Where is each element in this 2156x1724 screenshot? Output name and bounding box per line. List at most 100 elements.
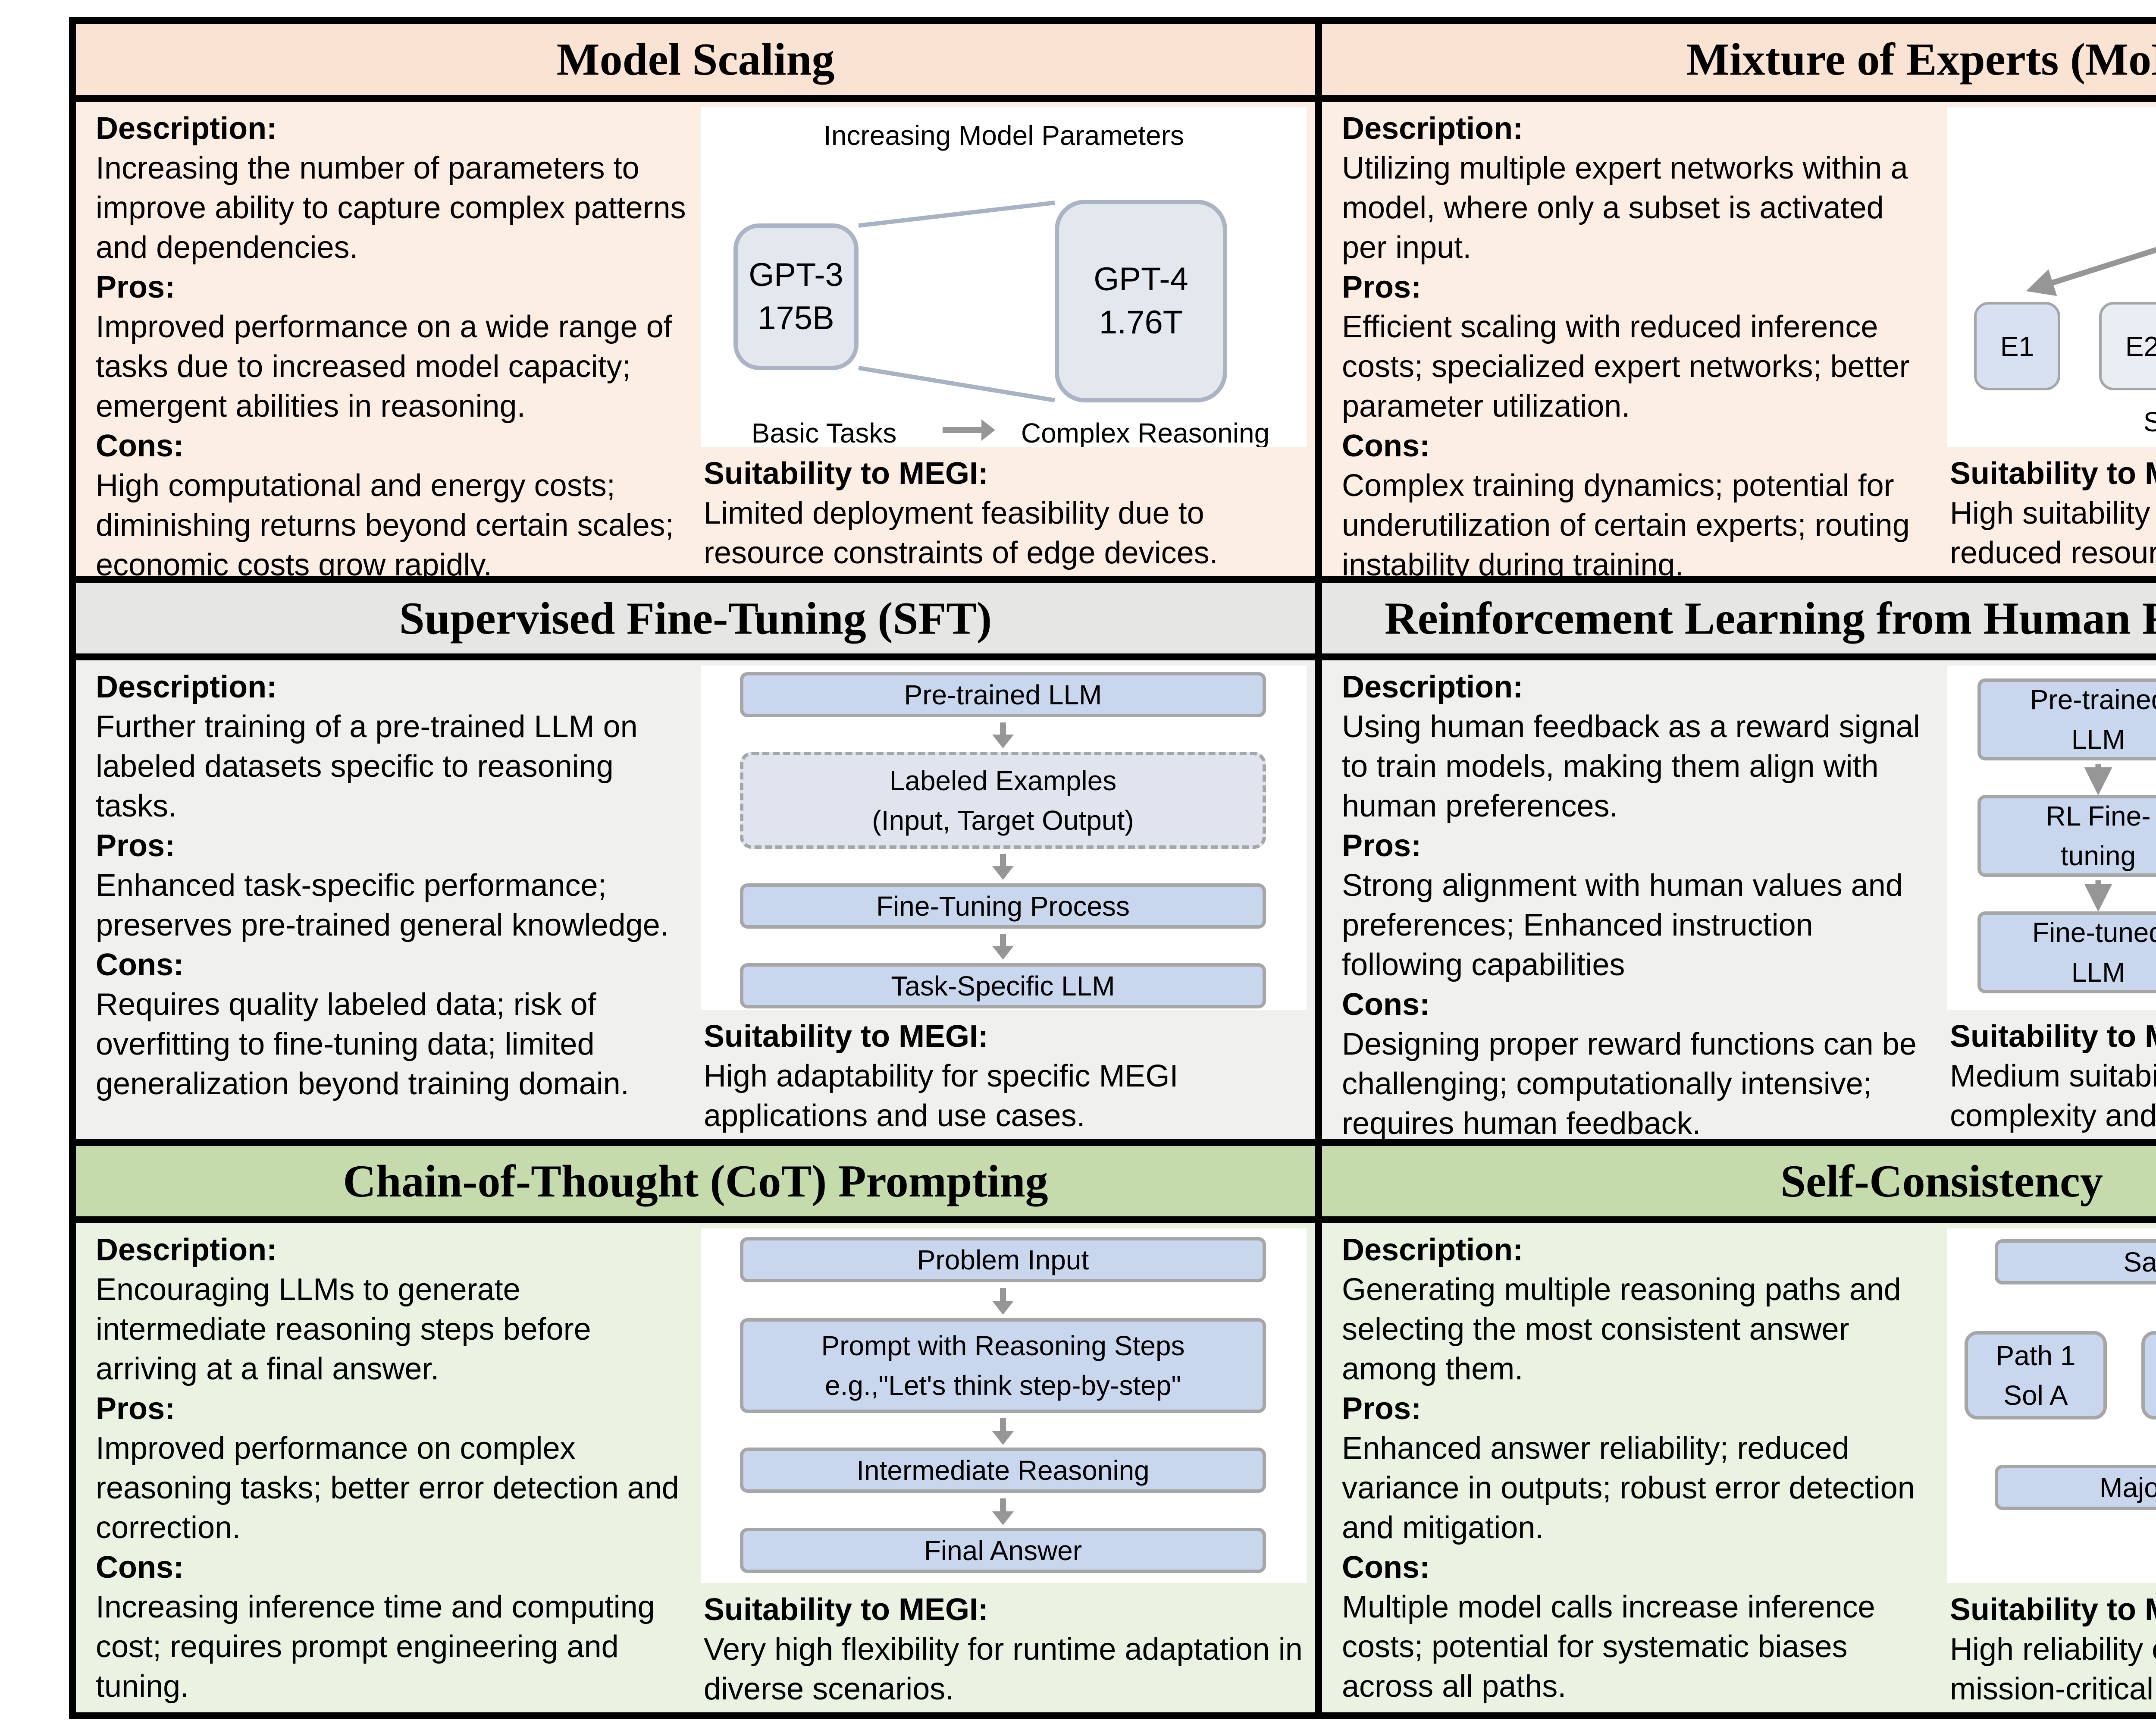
rl-fine-tuning-box: RL Fine- tuning [1977,795,2156,877]
panel-title: Mixture of Experts (MoE) [1686,34,2156,85]
panel-text-column: Description: Utilizing multiple expert n… [1322,102,1947,576]
suitability-label: Suitability to MEGI: [1950,1592,2156,1627]
box-label: tuning [2060,840,2136,871]
suitability-block: Suitability to MEGI: Very high flexibili… [701,1583,1315,1712]
cons-label: Cons: [96,1550,184,1585]
suitability-label: Suitability to MEGI: [704,456,988,491]
model-scaling-diagram: Increasing Model Parameters GPT-3 175B G… [701,107,1307,447]
box-label: Pre-trained LLM [904,679,1102,710]
panel-header-cot: Chain-of-Thought (CoT) Prompting [76,1146,1315,1216]
suitability-block: Suitability to MEGI: High adaptability f… [701,1010,1315,1139]
gpt4-name: GPT-4 [1094,261,1188,298]
suitability-text: High adaptability for specific MEGI appl… [704,1059,1178,1133]
labeled-examples-box: Labeled Examples (Input, Target Output) [740,752,1266,849]
suitability-text: High suitability for edge deployment wit… [1950,496,2156,570]
task-specific-llm-box: Task-Specific LLM [740,963,1266,1008]
prompt-reasoning-box: Prompt with Reasoning Steps e.g.,"Let's … [740,1318,1266,1413]
cons-label: Cons: [1342,1550,1430,1585]
box-label: Task-Specific LLM [891,970,1115,1002]
panel-title: Model Scaling [556,34,835,85]
cons-label: Cons: [1342,429,1430,463]
suitability-block: Suitability to MEGI: High reliability en… [1947,1583,2156,1712]
panel-body-cot: Description: Encouraging LLMs to generat… [76,1223,1315,1712]
panel-header-sft: Supervised Fine-Tuning (SFT) [76,583,1315,653]
description-text: Utilizing multiple expert networks withi… [1342,151,1908,265]
box-label: Intermediate Reasoning [856,1454,1150,1486]
intermediate-reasoning-box: Intermediate Reasoning [740,1448,1266,1493]
path2-box: Path 2 Sol A [2141,1331,2156,1419]
gpt4-box: GPT-4 1.76T [1055,200,1227,402]
description-label: Description: [96,111,277,146]
panel-text-column: Description: Using human feedback as a r… [1322,660,1947,1139]
description-text: Generating multiple reasoning paths and … [1342,1272,1901,1386]
router-arrows [2026,247,2156,296]
fine-tuned-llm-box: Fine-tuned LLM [1977,911,2156,993]
suitability-text: High reliability enhancement critical fo… [1950,1632,2156,1706]
router-label: router [1947,185,2156,217]
pros-label: Pros: [1342,829,1422,863]
technique-comparison-table: Model Scaling Mixture of Experts (MoE) D… [69,17,2156,1719]
box-label: RL Fine- [2046,801,2151,832]
panel-body-model-scaling: Description: Increasing the number of pa… [76,102,1315,576]
description-text: Using human feedback as a reward signal … [1342,710,1920,823]
cons-label: Cons: [96,948,184,982]
cons-text: Designing proper reward functions can be… [1342,1027,1917,1139]
pros-text: Enhanced answer reliability; reduced var… [1342,1431,1915,1545]
complex-reasoning-label: Complex Reasoning [1021,418,1270,447]
panel-header-moe: Mixture of Experts (MoE) [1322,24,2156,95]
pros-text: Improved performance on complex reasonin… [96,1431,679,1545]
same-problem-input-box: Same Problem Input [1995,1239,2156,1284]
self-consistency-diagram: Same Problem Input Path 1 Sol A Path 2 S… [1947,1228,2156,1583]
expert-label: E2 [2125,330,2156,362]
cons-text: Requires quality labeled data; risk of o… [96,987,629,1101]
gpt3-box: GPT-3 175B [733,223,859,370]
box-label: Fine-tuned [2032,917,2156,948]
gpt4-params: 1.76T [1099,304,1183,341]
panel-right-column: Pre-trained LLM Labeled Examples (Input,… [701,660,1315,1139]
box-label: LLM [2071,957,2125,988]
basic-tasks-label: Basic Tasks [751,418,897,447]
panel-header-rlhf: Reinforcement Learning from Human Feedba… [1322,583,2156,653]
description-label: Description: [1342,1233,1523,1267]
box-label: Fine-Tuning Process [876,890,1130,922]
panel-text-column: Description: Generating multiple reasoni… [1322,1223,1947,1712]
problem-input-box: Problem Input [740,1237,1266,1282]
rlhf-diagram: Pre-trained LLM Human Feedback RL Fine- … [1947,666,2156,1010]
suitability-label: Suitability to MEGI: [1950,456,2156,491]
box-label: Prompt with Reasoning Steps [821,1330,1185,1361]
gpt3-params: 175B [758,300,834,336]
moe-diagram: input token router E1 E2 E3 [1947,107,2156,447]
description-text: Further training of a pre-trained LLM on… [96,710,638,823]
panel-header-self-consistency: Self-Consistency [1322,1146,2156,1216]
panel-header-model-scaling: Model Scaling [76,24,1315,95]
box-label: Path 1 [1996,1340,2076,1371]
description-text: Encouraging LLMs to generate intermediat… [96,1272,591,1386]
sft-diagram: Pre-trained LLM Labeled Examples (Input,… [701,666,1307,1010]
panel-body-self-consistency: Description: Generating multiple reasoni… [1322,1223,2156,1712]
diagram-title: Increasing Model Parameters [824,120,1184,151]
pros-label: Pros: [1342,1391,1422,1426]
panel-title: Chain-of-Thought (CoT) Prompting [343,1156,1048,1206]
suitability-block: Suitability to MEGI: Limited deployment … [701,447,1315,576]
panel-body-rlhf: Description: Using human feedback as a r… [1322,660,2156,1139]
arrow-down-icon [1000,1288,1006,1301]
description-label: Description: [1342,111,1523,146]
pretrained-llm-box: Pre-trained LLM [740,672,1266,717]
cot-diagram: Problem Input Prompt with Reasoning Step… [701,1228,1307,1583]
pros-label: Pros: [96,270,175,305]
box-label: Sol A [2003,1379,2068,1411]
box-label: Labeled Examples [889,765,1117,796]
panel-right-column: Problem Input Prompt with Reasoning Step… [701,1223,1315,1712]
box-label: LLM [2071,724,2125,755]
pros-text: Enhanced task-specific performance; pres… [96,868,669,942]
panel-text-column: Description: Increasing the number of pa… [76,102,701,576]
pros-label: Pros: [96,829,175,863]
box-label: e.g.,"Let's think step-by-step" [824,1370,1181,1401]
cons-text: Increasing inference time and computing … [96,1590,655,1704]
sparse-activation-label: Sparse Activation [2143,406,2156,437]
arrow-down-icon [1000,1418,1006,1431]
pros-text: Improved performance on a wide range of … [96,310,672,424]
description-label: Description: [96,670,277,704]
panel-right-column: Increasing Model Parameters GPT-3 175B G… [701,102,1315,576]
box-label: Majority Vote: Solution A [2100,1472,2156,1503]
